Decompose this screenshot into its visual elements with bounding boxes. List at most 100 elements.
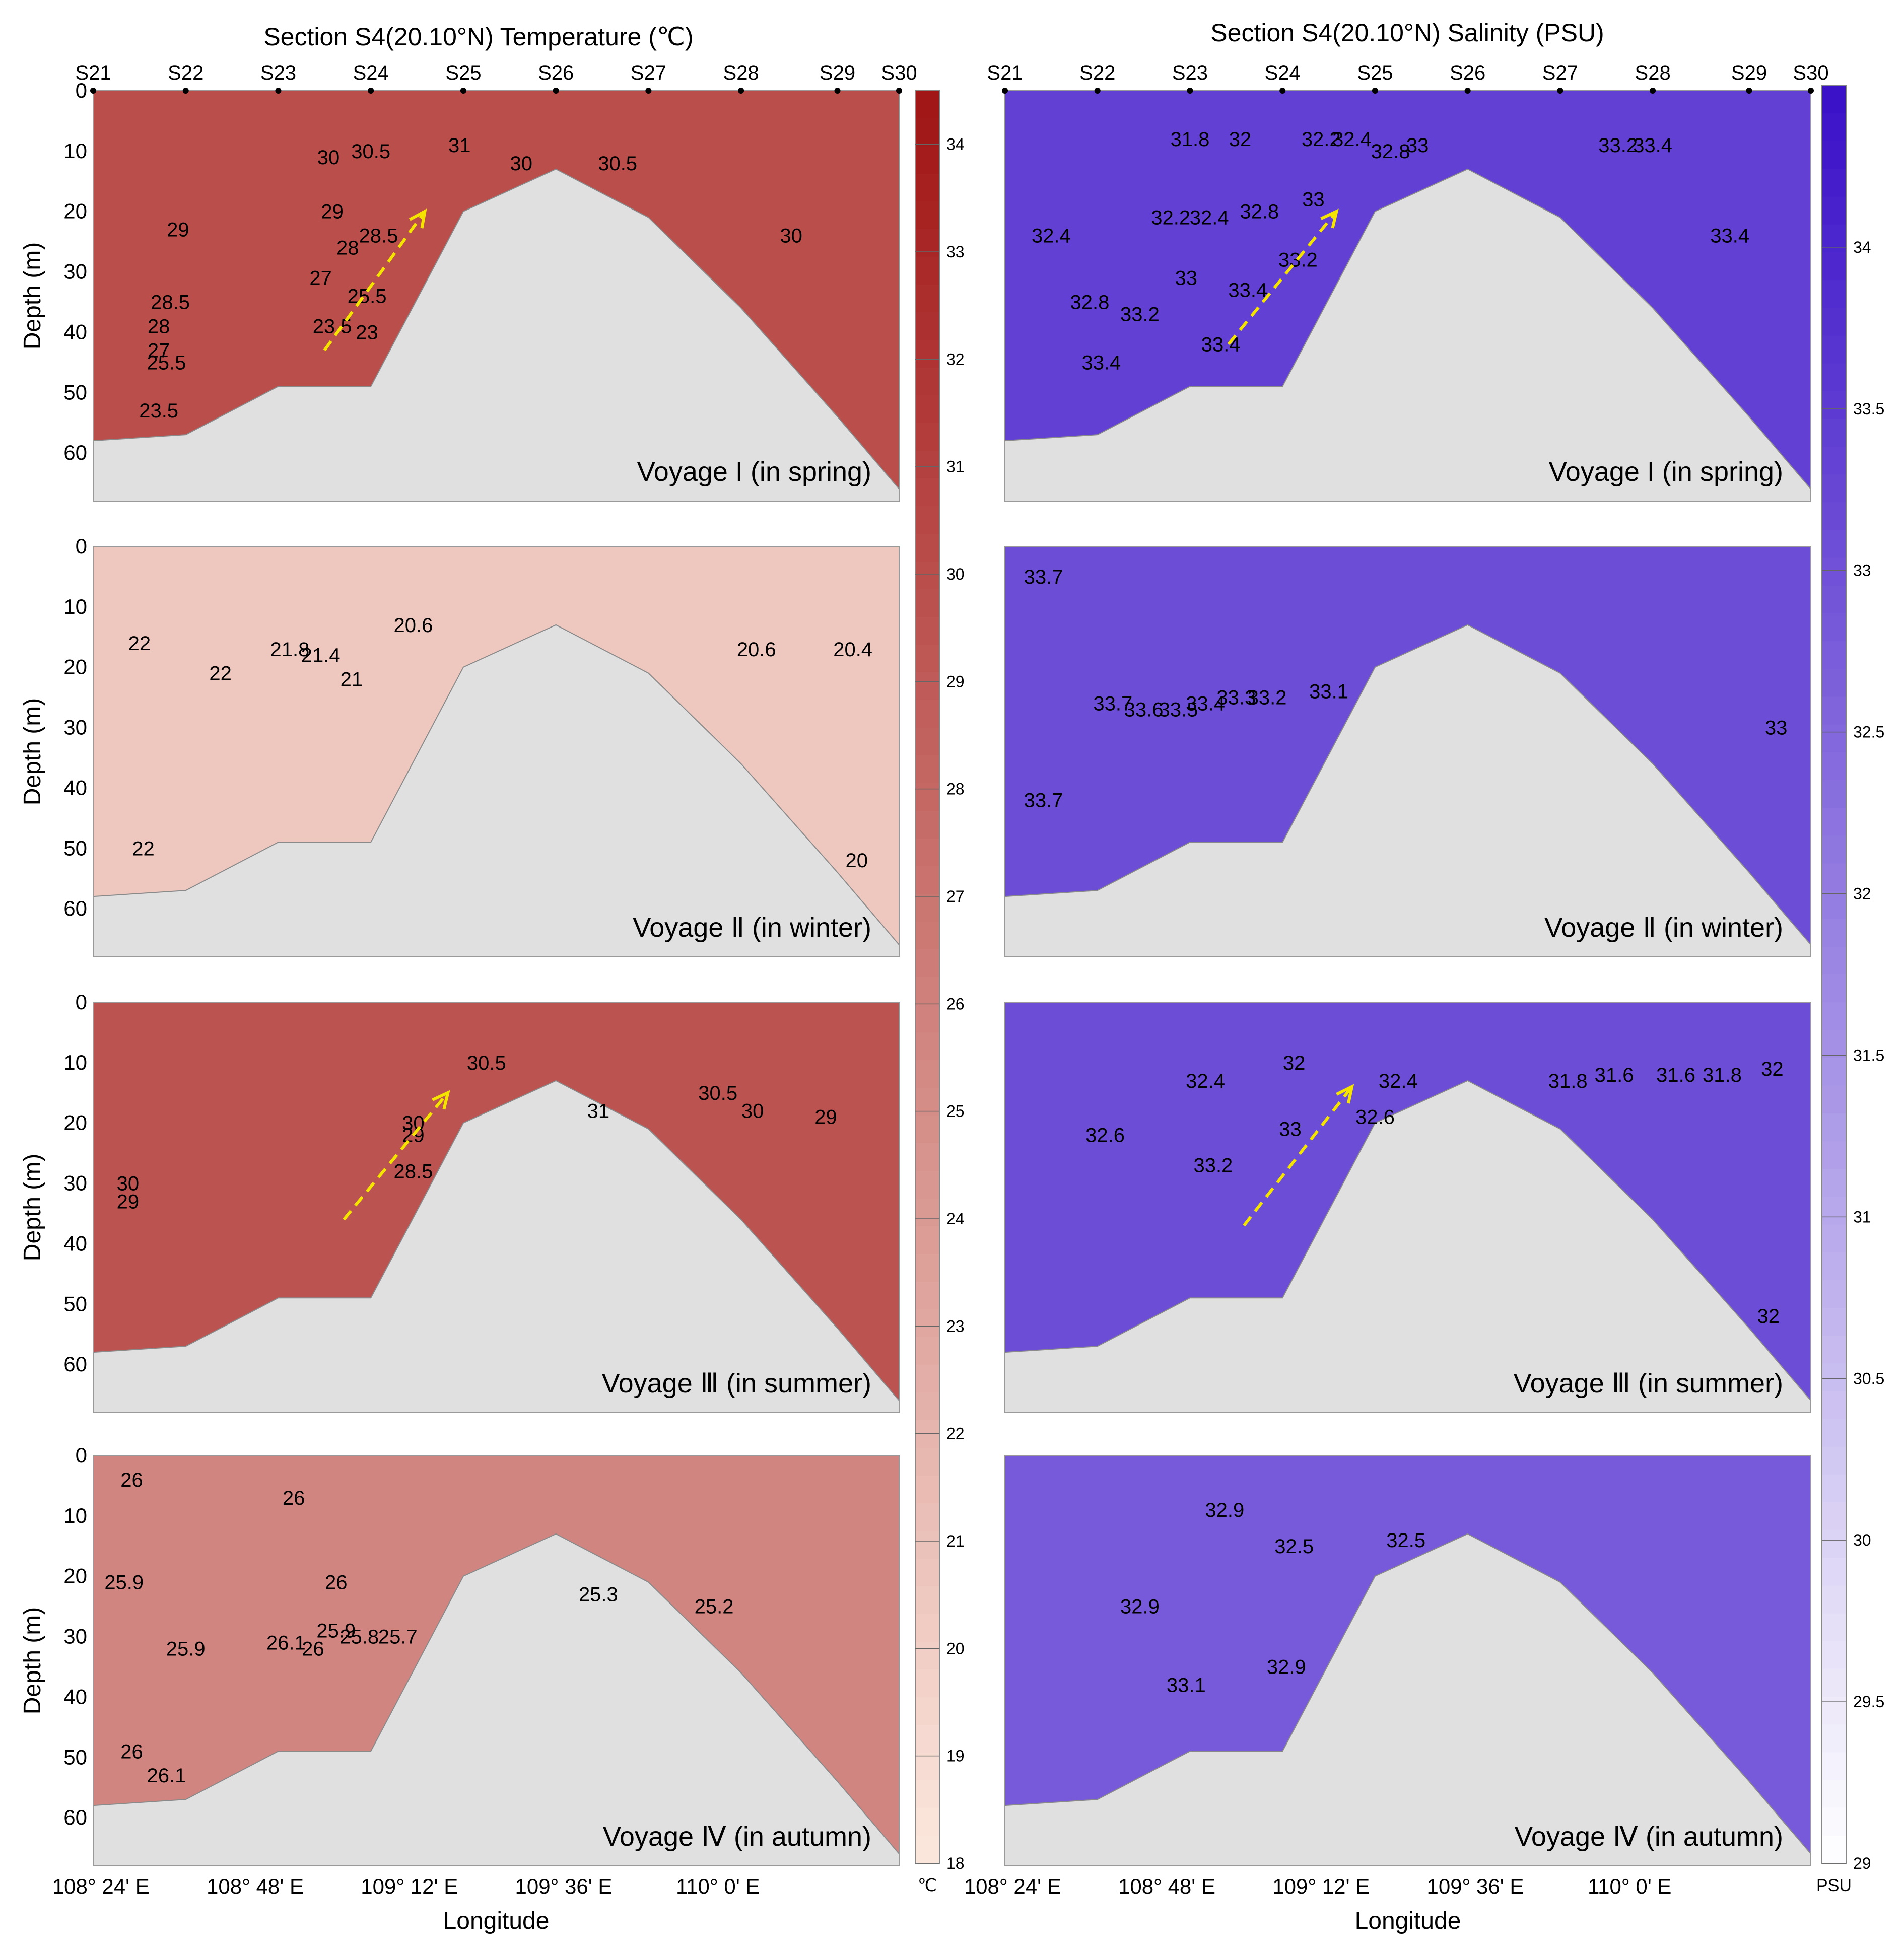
colorbar-band (915, 728, 939, 756)
contour-label: 26.1 (266, 1632, 306, 1654)
station-marker (553, 88, 559, 94)
colorbar-band (1822, 169, 1846, 197)
colorbar-band (915, 1309, 939, 1338)
colorbar-band (915, 839, 939, 867)
station-label: S23 (1172, 62, 1208, 84)
contour-label: 33.4 (1710, 225, 1749, 247)
colorbar-band (915, 340, 939, 368)
voyage-label: Voyage I (in spring) (1549, 457, 1783, 487)
contour-label: 25.9 (166, 1638, 206, 1660)
contour-label: 33 (1302, 189, 1325, 211)
station-label: S28 (1635, 62, 1671, 84)
contour-label: 32 (1757, 1305, 1780, 1328)
contour-label: 25.9 (104, 1572, 144, 1594)
colorbar-tick-label: 28 (946, 780, 965, 798)
colorbar-tick-label: 33 (946, 243, 965, 261)
colorbar-band (915, 423, 939, 451)
colorbar-band (915, 118, 939, 147)
colorbar-band (1822, 919, 1846, 947)
station-label: S27 (631, 62, 666, 84)
colorbar-tick-label: 24 (946, 1210, 965, 1228)
colorbar-band (915, 1836, 939, 1864)
colorbar-tick-label: 33.5 (1853, 400, 1884, 418)
contour-label: 29 (321, 201, 344, 223)
colorbar-band (915, 755, 939, 784)
contour-label: 32.4 (1332, 128, 1372, 151)
station-marker (182, 88, 189, 94)
contour-label: 33 (1279, 1119, 1302, 1141)
y-tick-label: 40 (63, 1231, 87, 1255)
contour-label: 32.9 (1267, 1656, 1306, 1678)
sal-panel-2: 33.733.733.633.533.433.333.2 33.133.733Vo… (1004, 546, 1811, 957)
contour-label: 31 (587, 1100, 610, 1123)
contour-label: 32.4 (1186, 1070, 1225, 1092)
y-tick-label: 0 (76, 79, 87, 102)
contour-label: 32.6 (1085, 1125, 1125, 1147)
contour-label: 22 (128, 633, 151, 655)
colorbar-band (915, 1282, 939, 1310)
contour-label: 33 (1765, 717, 1788, 739)
colorbar-band (915, 977, 939, 1005)
voyage-label: Voyage Ⅳ (in autumn) (603, 1822, 871, 1852)
contour-label: 29 (117, 1191, 140, 1213)
contour-label: 32.4 (1379, 1070, 1418, 1092)
sal-panel-3: 32.4 32 32.4 32.6 33 32.6 33.2 31.8 31.6 31.6 31.8… (1004, 1002, 1811, 1413)
station-label: S25 (1357, 62, 1393, 84)
temp-panel-1: 0 10 20 30 40 50 60 Depth (m) 30 30.5 31 30 30.5 29 29… (19, 79, 900, 502)
contour-label: 21.4 (301, 645, 341, 667)
y-tick-label: 20 (63, 199, 87, 223)
voyage-label: Voyage Ⅲ (in summer) (1514, 1368, 1783, 1399)
station-marker (1279, 88, 1286, 94)
colorbar-band (915, 1116, 939, 1144)
colorbar-band (915, 368, 939, 396)
colorbar-tick-label: 32 (946, 350, 965, 368)
colorbar-band (1822, 1474, 1846, 1503)
x-tick-label: 108° 48' E (207, 1874, 304, 1898)
colorbar-band (1822, 613, 1846, 642)
station-marker (460, 88, 466, 94)
contour-label: 20.6 (393, 614, 433, 637)
contour-label: 33.4 (1081, 352, 1121, 374)
colorbar-tick-label: 23 (946, 1317, 965, 1335)
colorbar-band (915, 949, 939, 978)
colorbar-band (1822, 1613, 1846, 1642)
y-tick-label: 60 (63, 441, 87, 464)
colorbar-band (915, 1199, 939, 1227)
x-tick-label: 110° 0' E (1588, 1874, 1671, 1898)
colorbar-band (915, 478, 939, 507)
sal-panel-frame (1004, 546, 1811, 957)
colorbar-band (915, 395, 939, 424)
colorbar-tick-label: 30 (946, 565, 965, 583)
colorbar-band (1822, 1585, 1846, 1614)
contour-label: 33.4 (1228, 280, 1267, 302)
colorbar-band (915, 1780, 939, 1808)
contour-label: 30 (510, 153, 533, 175)
contour-label: 32.2 (1302, 128, 1341, 151)
salinity-column: 31.8 32 32.232.432.833 33.233.432.232.4 32.8… (964, 62, 1829, 1934)
x-tick-label: 109° 36' E (515, 1874, 612, 1898)
colorbar-band (915, 783, 939, 811)
contour-label: 33.2 (1598, 134, 1638, 157)
contour-label: 21.8 (270, 639, 310, 661)
colorbar-band (915, 1005, 939, 1033)
colorbar-band (915, 562, 939, 590)
colorbar-unit: ℃ (918, 1876, 937, 1895)
colorbar-band (915, 1143, 939, 1171)
contour-label: 32 (1761, 1058, 1784, 1080)
colorbar-band (1822, 696, 1846, 725)
colorbar-band (1822, 974, 1846, 1003)
colorbar-band (915, 1642, 939, 1670)
contour-label: 32.8 (1070, 291, 1109, 313)
y-tick-label: 50 (63, 1292, 87, 1315)
upwelling-arrow-head (432, 1090, 450, 1110)
colorbar-band (915, 1060, 939, 1088)
colorbar-tick-label: 33 (1853, 562, 1871, 580)
sal-panel-4: 32.9 32.5 32.5 32.9 33.1 32.9 Voyage Ⅳ (in aut… (1004, 1455, 1811, 1866)
contour-label: 26.1 (147, 1765, 186, 1787)
colorbar-band (1822, 474, 1846, 503)
colorbar-band (1822, 502, 1846, 531)
contour-label: 33.7 (1024, 566, 1063, 588)
